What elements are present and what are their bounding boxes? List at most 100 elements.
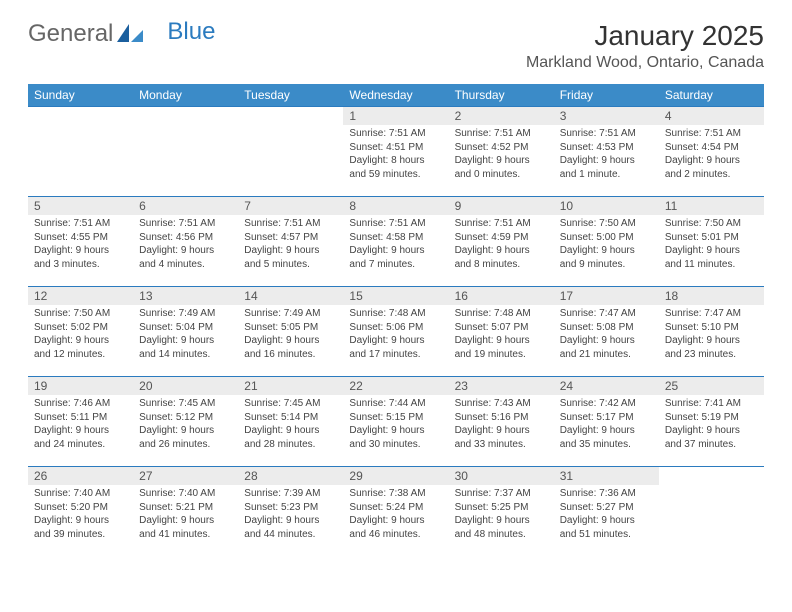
day-detail: Sunrise: 7:45 AMSunset: 5:14 PMDaylight:… (238, 395, 343, 455)
calendar-cell: 5Sunrise: 7:51 AMSunset: 4:55 PMDaylight… (28, 197, 133, 287)
calendar-cell: 6Sunrise: 7:51 AMSunset: 4:56 PMDaylight… (133, 197, 238, 287)
calendar-cell: 4Sunrise: 7:51 AMSunset: 4:54 PMDaylight… (659, 107, 764, 197)
day-number: 24 (554, 377, 659, 395)
calendar-cell: 3Sunrise: 7:51 AMSunset: 4:53 PMDaylight… (554, 107, 659, 197)
calendar-cell: 7Sunrise: 7:51 AMSunset: 4:57 PMDaylight… (238, 197, 343, 287)
day-detail: Sunrise: 7:40 AMSunset: 5:21 PMDaylight:… (133, 485, 238, 545)
page-header: General Blue January 2025 Markland Wood,… (28, 20, 764, 72)
weekday-header: Tuesday (238, 84, 343, 107)
calendar-table: SundayMondayTuesdayWednesdayThursdayFrid… (28, 84, 764, 557)
calendar-cell: 17Sunrise: 7:47 AMSunset: 5:08 PMDayligh… (554, 287, 659, 377)
day-number: 9 (449, 197, 554, 215)
brand-part1: General (28, 20, 113, 48)
calendar-cell: 15Sunrise: 7:48 AMSunset: 5:06 PMDayligh… (343, 287, 448, 377)
day-number: 12 (28, 287, 133, 305)
day-detail: Sunrise: 7:51 AMSunset: 4:55 PMDaylight:… (28, 215, 133, 275)
day-number: 3 (554, 107, 659, 125)
calendar-cell: 26Sunrise: 7:40 AMSunset: 5:20 PMDayligh… (28, 467, 133, 557)
calendar-cell: 2Sunrise: 7:51 AMSunset: 4:52 PMDaylight… (449, 107, 554, 197)
calendar-cell: 14Sunrise: 7:49 AMSunset: 5:05 PMDayligh… (238, 287, 343, 377)
weekday-header: Saturday (659, 84, 764, 107)
brand-part2: Blue (167, 18, 215, 46)
day-number: 17 (554, 287, 659, 305)
day-number: 22 (343, 377, 448, 395)
day-detail: Sunrise: 7:45 AMSunset: 5:12 PMDaylight:… (133, 395, 238, 455)
calendar-cell: 8Sunrise: 7:51 AMSunset: 4:58 PMDaylight… (343, 197, 448, 287)
day-detail: Sunrise: 7:51 AMSunset: 4:51 PMDaylight:… (343, 125, 448, 185)
calendar-cell: 24Sunrise: 7:42 AMSunset: 5:17 PMDayligh… (554, 377, 659, 467)
day-detail: Sunrise: 7:50 AMSunset: 5:01 PMDaylight:… (659, 215, 764, 275)
calendar-cell: 11Sunrise: 7:50 AMSunset: 5:01 PMDayligh… (659, 197, 764, 287)
calendar-cell: 19Sunrise: 7:46 AMSunset: 5:11 PMDayligh… (28, 377, 133, 467)
day-detail: Sunrise: 7:51 AMSunset: 4:57 PMDaylight:… (238, 215, 343, 275)
month-title: January 2025 (526, 20, 764, 52)
day-number: 26 (28, 467, 133, 485)
calendar-row: 5Sunrise: 7:51 AMSunset: 4:55 PMDaylight… (28, 197, 764, 287)
day-number: 11 (659, 197, 764, 215)
calendar-cell: 13Sunrise: 7:49 AMSunset: 5:04 PMDayligh… (133, 287, 238, 377)
calendar-cell: 10Sunrise: 7:50 AMSunset: 5:00 PMDayligh… (554, 197, 659, 287)
day-detail: Sunrise: 7:48 AMSunset: 5:06 PMDaylight:… (343, 305, 448, 365)
day-number: 8 (343, 197, 448, 215)
day-number: 30 (449, 467, 554, 485)
weekday-header: Friday (554, 84, 659, 107)
day-number: 20 (133, 377, 238, 395)
calendar-cell: 23Sunrise: 7:43 AMSunset: 5:16 PMDayligh… (449, 377, 554, 467)
day-number: 14 (238, 287, 343, 305)
day-number: 23 (449, 377, 554, 395)
calendar-cell: 28Sunrise: 7:39 AMSunset: 5:23 PMDayligh… (238, 467, 343, 557)
calendar-body: 1Sunrise: 7:51 AMSunset: 4:51 PMDaylight… (28, 107, 764, 557)
calendar-cell (659, 467, 764, 557)
day-detail: Sunrise: 7:40 AMSunset: 5:20 PMDaylight:… (28, 485, 133, 545)
calendar-cell: 22Sunrise: 7:44 AMSunset: 5:15 PMDayligh… (343, 377, 448, 467)
day-number: 4 (659, 107, 764, 125)
day-detail: Sunrise: 7:36 AMSunset: 5:27 PMDaylight:… (554, 485, 659, 545)
day-number: 29 (343, 467, 448, 485)
day-number: 5 (28, 197, 133, 215)
title-block: January 2025 Markland Wood, Ontario, Can… (526, 20, 764, 72)
day-number: 1 (343, 107, 448, 125)
day-detail: Sunrise: 7:38 AMSunset: 5:24 PMDaylight:… (343, 485, 448, 545)
day-detail: Sunrise: 7:42 AMSunset: 5:17 PMDaylight:… (554, 395, 659, 455)
day-number: 31 (554, 467, 659, 485)
brand-logo: General Blue (28, 20, 215, 48)
day-detail: Sunrise: 7:49 AMSunset: 5:04 PMDaylight:… (133, 305, 238, 365)
calendar-cell: 25Sunrise: 7:41 AMSunset: 5:19 PMDayligh… (659, 377, 764, 467)
calendar-row: 1Sunrise: 7:51 AMSunset: 4:51 PMDaylight… (28, 107, 764, 197)
location-label: Markland Wood, Ontario, Canada (526, 54, 764, 72)
day-detail: Sunrise: 7:51 AMSunset: 4:58 PMDaylight:… (343, 215, 448, 275)
day-detail: Sunrise: 7:47 AMSunset: 5:08 PMDaylight:… (554, 305, 659, 365)
calendar-cell: 1Sunrise: 7:51 AMSunset: 4:51 PMDaylight… (343, 107, 448, 197)
calendar-cell: 20Sunrise: 7:45 AMSunset: 5:12 PMDayligh… (133, 377, 238, 467)
day-detail: Sunrise: 7:47 AMSunset: 5:10 PMDaylight:… (659, 305, 764, 365)
day-number: 27 (133, 467, 238, 485)
day-detail: Sunrise: 7:44 AMSunset: 5:15 PMDaylight:… (343, 395, 448, 455)
calendar-cell (133, 107, 238, 197)
weekday-header: Sunday (28, 84, 133, 107)
calendar-cell: 18Sunrise: 7:47 AMSunset: 5:10 PMDayligh… (659, 287, 764, 377)
day-detail: Sunrise: 7:51 AMSunset: 4:53 PMDaylight:… (554, 125, 659, 185)
day-detail: Sunrise: 7:51 AMSunset: 4:52 PMDaylight:… (449, 125, 554, 185)
calendar-cell: 31Sunrise: 7:36 AMSunset: 5:27 PMDayligh… (554, 467, 659, 557)
day-number: 2 (449, 107, 554, 125)
day-number: 6 (133, 197, 238, 215)
day-detail: Sunrise: 7:50 AMSunset: 5:00 PMDaylight:… (554, 215, 659, 275)
day-detail: Sunrise: 7:37 AMSunset: 5:25 PMDaylight:… (449, 485, 554, 545)
day-number: 10 (554, 197, 659, 215)
day-number: 13 (133, 287, 238, 305)
sail-icon (117, 21, 143, 39)
calendar-cell: 29Sunrise: 7:38 AMSunset: 5:24 PMDayligh… (343, 467, 448, 557)
day-detail: Sunrise: 7:49 AMSunset: 5:05 PMDaylight:… (238, 305, 343, 365)
day-number: 7 (238, 197, 343, 215)
calendar-cell: 16Sunrise: 7:48 AMSunset: 5:07 PMDayligh… (449, 287, 554, 377)
calendar-cell: 27Sunrise: 7:40 AMSunset: 5:21 PMDayligh… (133, 467, 238, 557)
day-number: 19 (28, 377, 133, 395)
day-detail: Sunrise: 7:51 AMSunset: 4:59 PMDaylight:… (449, 215, 554, 275)
calendar-row: 19Sunrise: 7:46 AMSunset: 5:11 PMDayligh… (28, 377, 764, 467)
day-detail: Sunrise: 7:48 AMSunset: 5:07 PMDaylight:… (449, 305, 554, 365)
calendar-cell (238, 107, 343, 197)
day-number: 25 (659, 377, 764, 395)
day-detail: Sunrise: 7:50 AMSunset: 5:02 PMDaylight:… (28, 305, 133, 365)
calendar-cell (28, 107, 133, 197)
day-number: 21 (238, 377, 343, 395)
